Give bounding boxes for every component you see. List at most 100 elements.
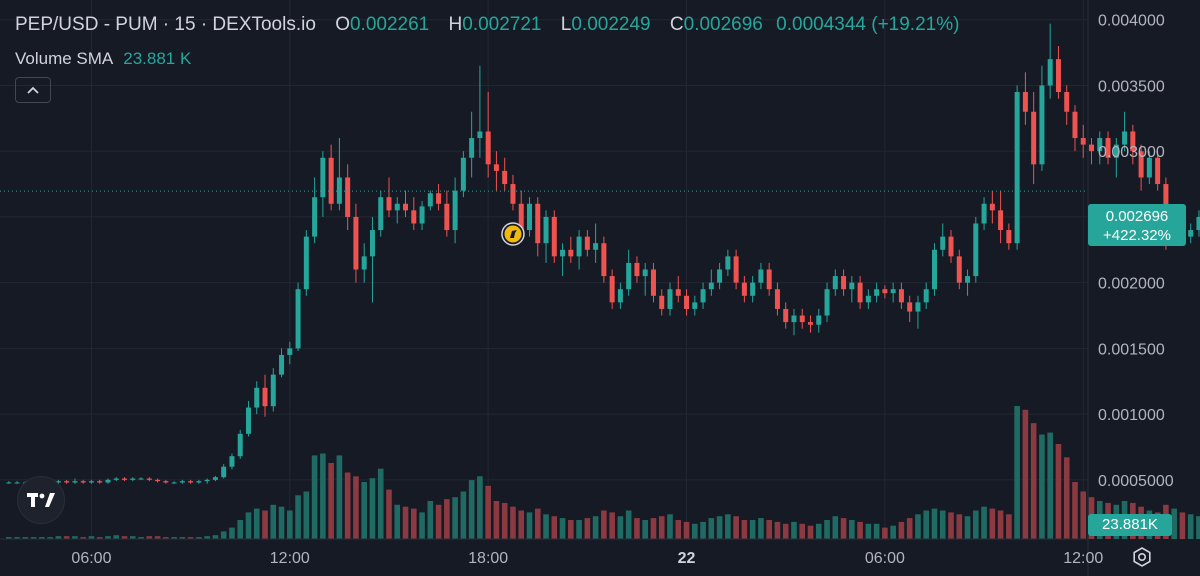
volume-bar: [477, 476, 483, 539]
collapse-legend-button[interactable]: [15, 77, 51, 103]
candle-body: [1080, 138, 1086, 145]
volume-bar: [435, 504, 442, 539]
candle-body: [551, 216, 557, 257]
volume-bar: [898, 521, 905, 539]
candle-body: [113, 478, 119, 480]
volume-bar: [30, 537, 37, 539]
volume-bar: [592, 516, 599, 539]
volume-bar: [1080, 491, 1087, 539]
candle-body: [535, 203, 541, 244]
last-price-value: 0.002696: [1105, 208, 1169, 225]
volume-bar: [981, 506, 987, 539]
volume-bar: [80, 537, 86, 539]
volume-bar: [22, 537, 29, 539]
volume-bar: [320, 453, 326, 539]
candle-body: [948, 236, 954, 257]
candle-body: [989, 203, 995, 211]
candle-body: [320, 157, 326, 198]
volume-sma-label: Volume SMA: [15, 49, 114, 68]
volume-bar: [369, 478, 376, 539]
volume-bar: [220, 531, 227, 539]
candle-body: [1196, 216, 1200, 231]
candle-body: [345, 177, 351, 217]
volume-bar: [39, 537, 45, 539]
price-tick-label: 0.002000: [1098, 276, 1165, 293]
gear-icon[interactable]: [1130, 545, 1154, 569]
volume-bar: [353, 476, 359, 539]
candle-body: [427, 193, 433, 207]
volume-bar: [196, 537, 202, 539]
candle-body: [1122, 131, 1128, 145]
volume-bar: [708, 518, 715, 539]
volume-bar: [824, 520, 830, 539]
candle-body: [717, 269, 723, 283]
volume-bar: [501, 502, 508, 539]
candle-body: [915, 302, 921, 312]
volume-bar: [468, 480, 475, 539]
tradingview-logo[interactable]: [17, 476, 65, 524]
price-axis[interactable]: 0.0040000.0035000.0030000.0025000.002000…: [1098, 13, 1174, 490]
volume-bar: [344, 472, 351, 539]
volume-bar: [229, 527, 235, 539]
candle-body: [303, 236, 309, 290]
candle-body: [469, 138, 475, 158]
candle-body: [196, 481, 202, 483]
volume-bar: [262, 510, 268, 539]
volume-bar: [584, 518, 591, 539]
candle-body: [312, 197, 318, 237]
volume-bar: [187, 537, 194, 539]
volume-bar: [146, 536, 153, 539]
candle-body: [436, 193, 442, 204]
price-tick-label: 0.001000: [1098, 407, 1165, 424]
volume-bar: [700, 521, 706, 539]
volume-bar: [625, 510, 632, 539]
candle-body: [584, 236, 590, 250]
volume-bar: [113, 535, 120, 539]
volume-bar: [741, 520, 748, 539]
volume-bar: [906, 518, 913, 539]
volume-bar: [882, 527, 888, 539]
volume-bar: [766, 520, 772, 539]
candle-body: [526, 203, 532, 231]
candle-body: [634, 262, 640, 277]
candle-body: [725, 256, 731, 270]
volume-bar: [749, 520, 756, 539]
volume-bar: [534, 508, 541, 539]
candle-body: [560, 249, 566, 257]
candle-body: [295, 289, 301, 349]
candle-body: [684, 295, 690, 309]
volume-bar: [1196, 516, 1200, 539]
time-tick-label: 12:00: [270, 550, 310, 567]
candle-body: [171, 482, 177, 484]
candle-body: [254, 387, 260, 408]
candle-body: [353, 216, 359, 270]
time-axis[interactable]: 06:00 12:00 18:00 22 06:00 12:00: [71, 550, 1103, 567]
candle-body: [130, 478, 136, 480]
volume-bar: [63, 536, 70, 539]
volume-bar: [782, 523, 789, 539]
volume-bar: [287, 510, 293, 539]
price-tick-label: 0.004000: [1098, 13, 1165, 30]
candle-body: [841, 276, 847, 290]
candle-body: [642, 269, 648, 277]
candle-body: [179, 481, 185, 483]
symbol-title: PEP/USD - PUM · 15 · DEXTools.io: [15, 14, 316, 35]
volume-bar: [609, 512, 615, 539]
low-value: 0.002249: [571, 14, 651, 35]
candle-body: [741, 282, 747, 296]
candle-body: [609, 276, 615, 303]
volume-bar: [799, 523, 806, 539]
candle-body: [88, 481, 94, 483]
volume-bar: [444, 499, 450, 539]
volume-bar: [849, 520, 855, 539]
candle-body: [816, 315, 822, 325]
volume-bar: [1072, 482, 1078, 539]
event-marker[interactable]: [501, 222, 525, 246]
candle-body: [138, 478, 144, 480]
candle-body: [1089, 144, 1095, 152]
volume-bar: [328, 463, 334, 539]
time-tick-label: 06:00: [71, 550, 111, 567]
candle-body: [1064, 92, 1070, 112]
volume-bar: [14, 537, 20, 539]
